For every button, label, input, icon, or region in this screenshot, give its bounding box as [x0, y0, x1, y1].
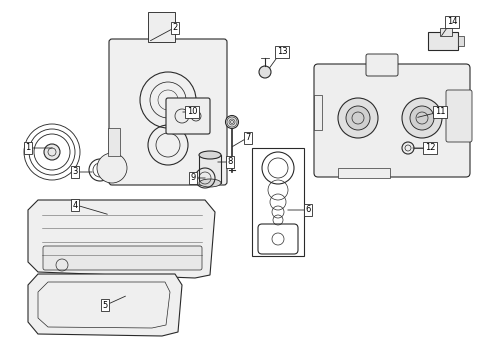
Circle shape	[44, 144, 60, 160]
Text: 4: 4	[72, 201, 78, 210]
Text: 2: 2	[172, 23, 177, 32]
Text: 9: 9	[190, 174, 195, 183]
Text: 6: 6	[305, 206, 310, 215]
FancyBboxPatch shape	[165, 98, 209, 134]
Bar	[457, 36, 463, 46]
Bar	[199, 155, 221, 183]
Circle shape	[337, 98, 377, 138]
Bar	[427, 32, 457, 50]
Circle shape	[259, 66, 270, 78]
Polygon shape	[28, 200, 215, 278]
Text: 3: 3	[72, 167, 78, 176]
Polygon shape	[148, 12, 175, 42]
Text: 14: 14	[446, 18, 456, 27]
Text: 8: 8	[227, 158, 232, 166]
Bar	[439, 28, 451, 36]
FancyBboxPatch shape	[109, 39, 226, 185]
Ellipse shape	[225, 116, 238, 129]
Text: 10: 10	[186, 108, 197, 117]
Circle shape	[409, 106, 433, 130]
Ellipse shape	[199, 151, 221, 159]
FancyBboxPatch shape	[43, 246, 202, 270]
Text: 12: 12	[424, 144, 434, 153]
Text: 1: 1	[25, 144, 31, 153]
Circle shape	[401, 98, 441, 138]
Circle shape	[346, 106, 369, 130]
Bar	[108, 128, 120, 156]
Ellipse shape	[199, 179, 221, 187]
Bar	[337, 168, 389, 178]
Bar	[313, 95, 321, 130]
FancyBboxPatch shape	[313, 64, 469, 177]
Text: 13: 13	[276, 48, 287, 57]
Bar	[251, 148, 304, 256]
Circle shape	[97, 153, 127, 183]
Text: 7: 7	[245, 134, 250, 143]
Text: 5: 5	[102, 301, 107, 310]
Polygon shape	[28, 274, 182, 336]
FancyBboxPatch shape	[445, 90, 471, 142]
FancyBboxPatch shape	[365, 54, 397, 76]
Text: 11: 11	[434, 108, 445, 117]
